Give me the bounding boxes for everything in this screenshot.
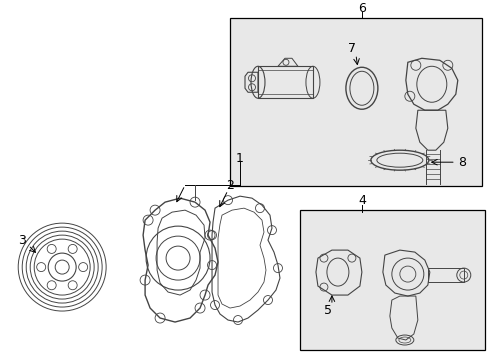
- Bar: [258, 66, 312, 98]
- Text: 2: 2: [225, 179, 233, 192]
- Text: 8: 8: [457, 156, 465, 169]
- Text: 6: 6: [357, 2, 365, 15]
- Text: 1: 1: [236, 152, 244, 165]
- Bar: [427, 268, 463, 282]
- Text: 5: 5: [323, 303, 331, 316]
- Bar: [229, 18, 481, 186]
- Text: 4: 4: [357, 194, 365, 207]
- Text: 7: 7: [347, 42, 355, 55]
- Bar: [299, 210, 484, 350]
- Text: 3: 3: [18, 234, 26, 247]
